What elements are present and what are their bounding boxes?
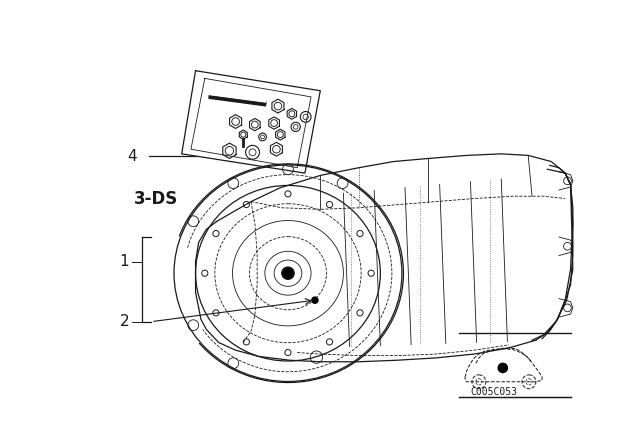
- Text: C005C053: C005C053: [470, 387, 518, 397]
- Circle shape: [498, 363, 508, 373]
- Text: 1: 1: [120, 254, 129, 269]
- Circle shape: [282, 267, 294, 280]
- Text: 2: 2: [120, 314, 129, 329]
- Text: 4: 4: [127, 149, 137, 164]
- Circle shape: [312, 297, 318, 303]
- Text: 3-DS: 3-DS: [134, 190, 178, 208]
